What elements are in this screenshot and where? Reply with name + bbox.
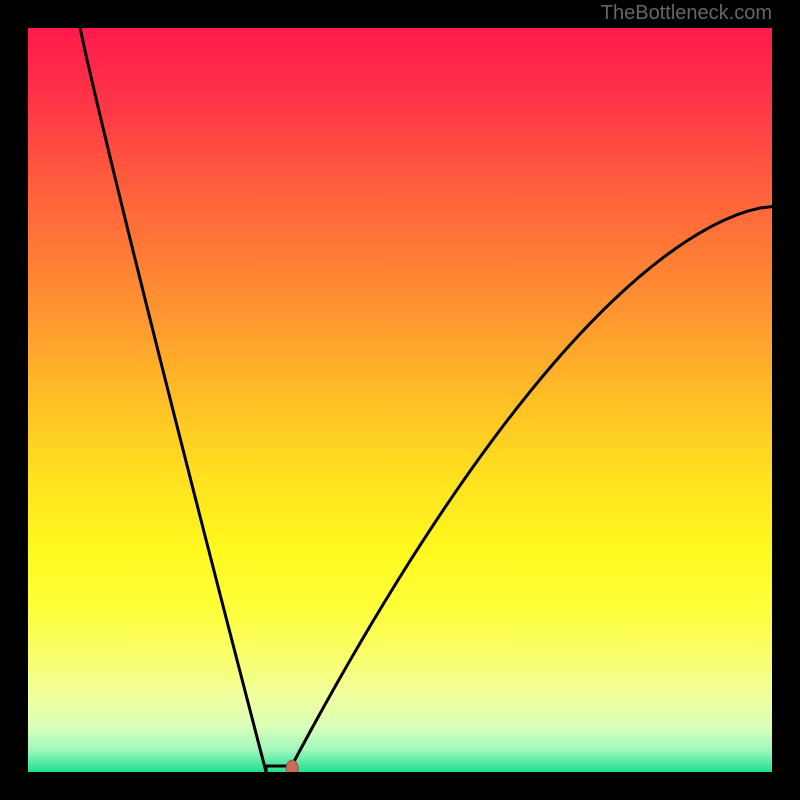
watermark-text: TheBottleneck.com <box>601 2 772 25</box>
chart-gradient-background <box>28 28 772 772</box>
chart-plot-area <box>28 28 772 772</box>
